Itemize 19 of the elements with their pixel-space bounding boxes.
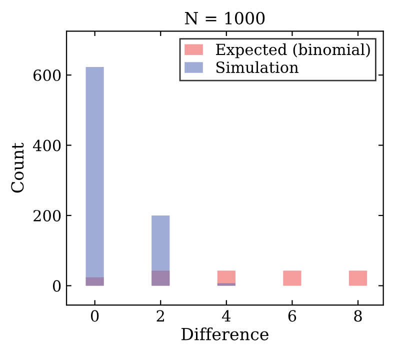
x-tick-label: 2 bbox=[156, 310, 164, 322]
y-tick-label: 600 bbox=[34, 70, 61, 82]
legend-label: Expected (binomial) bbox=[216, 43, 370, 58]
y-axis-title: Count bbox=[11, 142, 24, 193]
bar bbox=[348, 270, 368, 286]
x-tick-label: 6 bbox=[288, 310, 296, 322]
bar bbox=[283, 270, 302, 286]
y-tick-label: 400 bbox=[32, 140, 61, 152]
x-axis-title: Difference bbox=[182, 327, 268, 340]
bar bbox=[86, 66, 104, 286]
bar bbox=[152, 215, 170, 286]
chart-title: N = 1000 bbox=[184, 12, 265, 24]
legend-label: Simulation bbox=[216, 61, 298, 74]
x-tick-label: 0 bbox=[90, 310, 99, 322]
bar bbox=[217, 283, 236, 286]
y-tick-label: 0 bbox=[52, 280, 61, 292]
x-tick-label: 4 bbox=[222, 310, 230, 322]
x-tick-label: 8 bbox=[354, 310, 362, 322]
y-tick-label: 200 bbox=[34, 210, 61, 222]
